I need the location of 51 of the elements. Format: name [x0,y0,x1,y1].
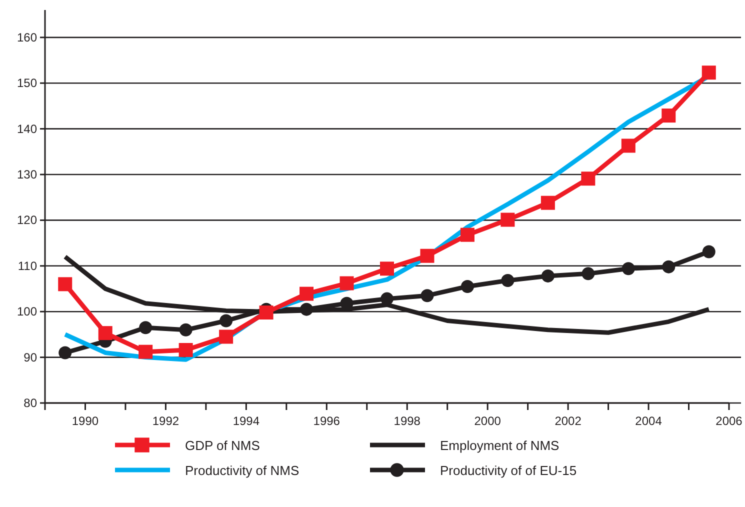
point [138,344,153,359]
point [300,286,314,301]
point [420,248,434,263]
point [500,212,515,227]
point [662,260,676,274]
point [340,276,354,290]
point [662,108,676,123]
y-tick-label: 100 [16,304,38,319]
x-tick-label: 1996 [313,414,340,428]
point [702,245,716,258]
point [460,228,474,242]
point [420,289,434,302]
y-tick-label: 90 [24,350,38,364]
point [582,267,595,280]
x-tick-label: 2002 [554,414,582,428]
point [501,274,514,288]
point [220,314,233,328]
point [219,330,234,344]
point [380,262,394,276]
x-tick-label: 2004 [635,414,662,428]
point [139,321,152,334]
y-tick-label: 150 [16,76,38,90]
point [178,342,193,357]
x-tick-label: 1998 [394,414,421,428]
legend-label: GDP of NMS [185,438,260,453]
point [541,269,554,282]
point [581,172,596,186]
y-tick-label: 110 [18,258,38,273]
y-tick-label: 80 [24,396,38,410]
point [460,280,474,293]
y-tick-label: 120 [16,213,38,228]
legend-label: Productivity of of EU-15 [440,463,577,478]
point [58,277,72,292]
x-tick-label: 1994 [232,414,260,428]
x-tick-label: 2006 [716,414,743,428]
point [621,138,636,153]
legend-label: Productivity of NMS [185,463,300,478]
point [702,66,716,80]
point [259,306,274,320]
point [622,262,635,276]
y-tick-label: 140 [16,122,38,136]
point [58,346,72,360]
x-tick-label: 1992 [152,414,180,428]
point [98,326,112,340]
y-tick-label: 130 [16,168,38,182]
x-tick-label: 2000 [474,414,502,428]
point [540,196,555,210]
legend-label: Employment of NMS [440,438,560,453]
y-tick-label: 160 [16,30,38,44]
x-tick-label: 1990 [72,414,99,428]
point [179,323,192,336]
